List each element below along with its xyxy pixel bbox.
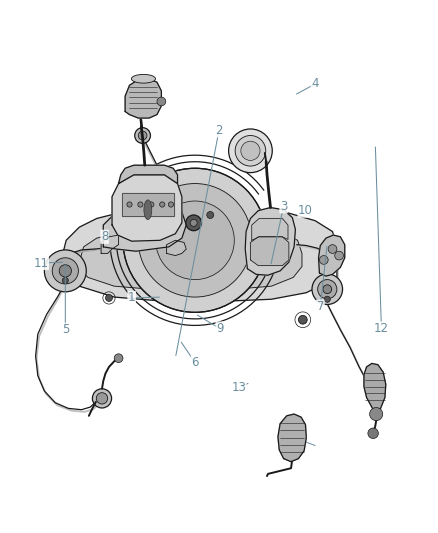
Ellipse shape	[144, 200, 152, 220]
Circle shape	[157, 97, 166, 106]
Circle shape	[92, 389, 112, 408]
Polygon shape	[252, 219, 288, 240]
Circle shape	[44, 250, 86, 292]
Text: 4: 4	[311, 77, 319, 91]
Circle shape	[235, 135, 266, 166]
Text: 3: 3	[280, 200, 287, 213]
Polygon shape	[364, 364, 386, 415]
Text: 12: 12	[374, 322, 389, 335]
Circle shape	[135, 128, 150, 143]
Polygon shape	[101, 235, 119, 253]
Polygon shape	[62, 207, 337, 302]
Circle shape	[138, 202, 143, 207]
Circle shape	[168, 202, 173, 207]
Text: 6: 6	[191, 356, 199, 369]
Circle shape	[155, 201, 234, 280]
Text: 9: 9	[216, 322, 224, 335]
Circle shape	[138, 131, 147, 140]
Text: 2: 2	[215, 124, 223, 137]
Circle shape	[159, 202, 165, 207]
Circle shape	[207, 212, 214, 219]
Polygon shape	[318, 235, 345, 276]
Ellipse shape	[131, 75, 155, 83]
Circle shape	[312, 274, 343, 304]
Circle shape	[133, 98, 142, 107]
Circle shape	[298, 316, 307, 324]
Polygon shape	[125, 79, 161, 118]
Polygon shape	[245, 207, 295, 275]
Circle shape	[229, 129, 272, 173]
Text: 10: 10	[298, 204, 313, 217]
Circle shape	[241, 141, 260, 160]
Circle shape	[370, 408, 383, 421]
Circle shape	[52, 258, 78, 284]
Polygon shape	[166, 240, 186, 256]
Circle shape	[368, 428, 378, 439]
Circle shape	[114, 354, 123, 362]
Circle shape	[335, 251, 343, 260]
Circle shape	[323, 285, 332, 294]
Text: 5: 5	[62, 324, 69, 336]
Polygon shape	[79, 227, 302, 290]
Polygon shape	[122, 193, 174, 216]
Polygon shape	[278, 414, 306, 462]
Polygon shape	[251, 237, 289, 265]
Circle shape	[127, 202, 132, 207]
Circle shape	[62, 277, 68, 284]
Circle shape	[319, 256, 328, 264]
Polygon shape	[103, 205, 186, 251]
Text: 7: 7	[317, 300, 324, 313]
Text: 13: 13	[231, 382, 246, 394]
Circle shape	[318, 280, 337, 299]
Circle shape	[186, 215, 201, 231]
Circle shape	[149, 202, 154, 207]
Circle shape	[106, 294, 113, 302]
Circle shape	[324, 296, 330, 302]
Text: 11: 11	[33, 256, 48, 270]
Circle shape	[190, 220, 197, 227]
Text: 1: 1	[128, 292, 135, 304]
Circle shape	[328, 245, 337, 253]
Text: 8: 8	[101, 230, 108, 243]
Circle shape	[96, 393, 108, 404]
Circle shape	[59, 265, 71, 277]
Polygon shape	[112, 175, 182, 241]
Polygon shape	[119, 165, 177, 183]
Circle shape	[123, 168, 267, 312]
Circle shape	[138, 183, 252, 297]
